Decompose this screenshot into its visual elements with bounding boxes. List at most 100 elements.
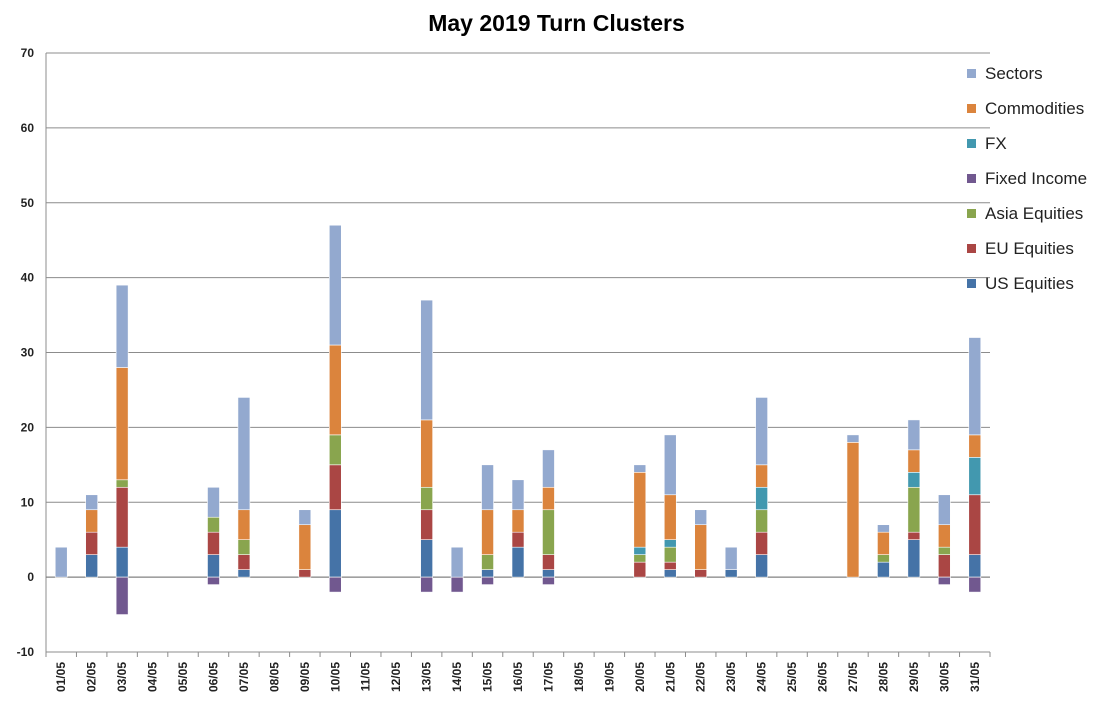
y-tick-label: 30: [21, 346, 35, 360]
bar-segment: [85, 494, 98, 511]
x-tick-label: 26/05: [816, 662, 830, 692]
bar-segment: [511, 479, 525, 511]
x-tick-label: 08/05: [267, 662, 281, 692]
bar-segment: [328, 344, 342, 436]
legend-swatch: [967, 209, 976, 218]
bar-segment: [633, 561, 647, 578]
bar-segment: [298, 509, 312, 526]
legend-item: US Equities: [967, 266, 1087, 301]
x-tick-label: 24/05: [755, 662, 769, 692]
bar-segment: [115, 486, 129, 548]
x-tick-label: 25/05: [785, 662, 799, 692]
x-tick-label: 20/05: [633, 662, 647, 692]
legend-swatch: [967, 279, 976, 288]
bar-segment: [663, 569, 677, 578]
legend-swatch: [967, 174, 976, 183]
bar-segment: [237, 509, 251, 540]
bar-segment: [755, 397, 768, 466]
bar-segment: [328, 434, 342, 466]
legend-item: FX: [967, 126, 1087, 161]
bar-segment: [755, 486, 768, 511]
legend-swatch: [967, 139, 976, 148]
bar-segment: [877, 561, 890, 578]
legend-item: Sectors: [967, 56, 1087, 91]
bar-segment: [877, 554, 890, 563]
bar-segment: [237, 397, 251, 511]
y-tick-label: 40: [21, 271, 35, 285]
bar-segment: [328, 464, 342, 511]
bar-segment: [420, 539, 433, 578]
x-tick-label: 17/05: [541, 662, 555, 692]
bar-segment: [542, 554, 555, 570]
bar-segment: [328, 576, 342, 593]
bar-segment: [85, 554, 98, 578]
x-tick-label: 21/05: [663, 662, 677, 692]
bar-segment: [115, 479, 129, 488]
bar-segment: [328, 224, 342, 346]
bar-segment: [237, 539, 251, 555]
legend-label: Commodities: [985, 98, 1085, 118]
bar-segment: [298, 569, 312, 578]
legend-label: EU Equities: [985, 238, 1074, 258]
x-tick-label: 07/05: [237, 662, 251, 692]
x-tick-label: 31/05: [968, 662, 982, 692]
bar-segment: [938, 494, 951, 526]
x-tick-label: 02/05: [85, 662, 99, 692]
bar-segment: [907, 471, 921, 488]
bar-segment: [694, 524, 708, 570]
x-tick-label: 16/05: [511, 662, 525, 692]
bar-segment: [511, 546, 525, 578]
chart-title: May 2019 Turn Clusters: [428, 10, 685, 36]
bar-segment: [115, 367, 129, 481]
legend-label: Asia Equities: [985, 203, 1084, 223]
bar-segment: [511, 531, 525, 548]
y-tick-label: 50: [21, 196, 35, 210]
bar-segment: [694, 569, 708, 578]
x-tick-label: 10/05: [328, 662, 342, 692]
bar-segment: [694, 509, 708, 526]
bar-segment: [755, 464, 768, 488]
y-tick-label: 70: [21, 46, 35, 60]
bar-segment: [633, 464, 647, 473]
bar-segment: [115, 576, 129, 615]
bar-segment: [938, 576, 951, 585]
bar-segment: [663, 546, 677, 563]
bar-segment: [115, 284, 129, 368]
bar-segment: [907, 419, 921, 451]
bar-segment: [207, 486, 220, 518]
legend-item: Asia Equities: [967, 196, 1087, 231]
x-tick-label: 18/05: [572, 662, 586, 692]
bar-segment: [420, 509, 433, 540]
y-tick-label: -10: [17, 645, 35, 659]
bar-segment: [298, 524, 312, 570]
bar-segment: [542, 509, 555, 555]
bar-segment: [85, 509, 98, 533]
bar-segment: [724, 546, 738, 570]
bar-segment: [207, 554, 220, 578]
legend: Sectors Commodities FX Fixed Income Asia Equ…: [967, 56, 1087, 301]
x-tick-label: 03/05: [115, 662, 129, 692]
bar-segment: [724, 569, 738, 578]
x-tick-label: 04/05: [146, 662, 160, 692]
y-tick-label: 60: [21, 121, 35, 135]
x-tick-label: 11/05: [359, 662, 373, 692]
x-tick-label: 29/05: [907, 662, 921, 692]
bar-segment: [420, 419, 433, 488]
bar-segment: [938, 524, 951, 548]
bar-segment: [877, 524, 890, 533]
bar-segment: [420, 299, 433, 421]
bar-segment: [938, 546, 951, 555]
legend-swatch: [967, 244, 976, 253]
legend-label: US Equities: [985, 273, 1074, 293]
bar-segment: [633, 471, 647, 548]
legend-label: FX: [985, 133, 1007, 153]
bar-segment: [938, 554, 951, 578]
legend-item: Commodities: [967, 91, 1087, 126]
x-tick-label: 30/05: [937, 662, 951, 692]
bar-segment: [907, 531, 921, 540]
bar-segment: [481, 509, 494, 555]
bar-segment: [542, 576, 555, 585]
legend-swatch: [967, 104, 976, 113]
bar-segment: [663, 494, 677, 540]
bar-segment: [481, 576, 494, 585]
